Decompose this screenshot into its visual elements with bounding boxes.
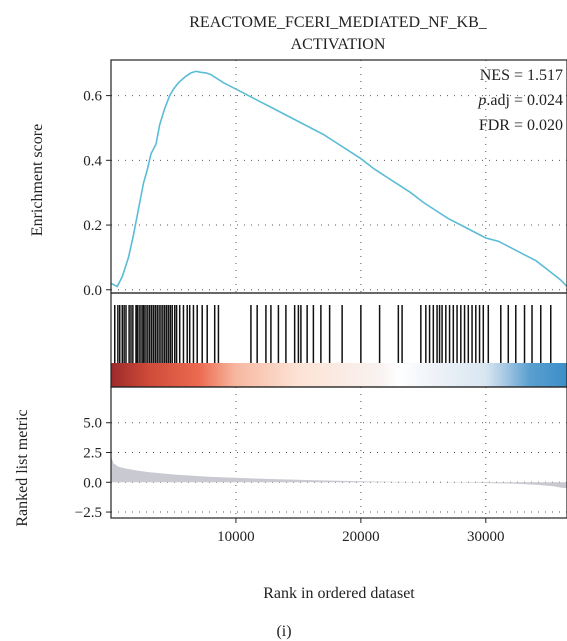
x-axis: 10000 20000 30000 <box>217 518 505 545</box>
enrichment-ytick-label-1: 0.2 <box>83 218 102 234</box>
ranked-frame <box>110 386 567 519</box>
enrichment-ytick-label-2: 0.4 <box>83 153 102 169</box>
ranked-ytick-label-1: 0.0 <box>83 475 102 491</box>
enrichment-y-axis: 0.0 0.2 0.4 0.6 <box>83 89 111 299</box>
x-tick-label-0: 10000 <box>217 529 255 545</box>
ranked-panel: −2.5 0.0 2.5 5.0 10000 20000 30000 Ranked lis… <box>14 386 567 545</box>
rank-color-bar <box>111 363 567 387</box>
stat-nes: NES = 1.517 <box>480 67 563 84</box>
stat-padj-p: p <box>477 92 486 109</box>
figure-caption: (i) <box>276 623 291 640</box>
chart-title-line2: ACTIVATION <box>291 36 386 53</box>
ranked-ylabel: Ranked list metric <box>14 409 31 526</box>
x-tick-label-1: 20000 <box>342 529 380 545</box>
enrichment-ylabel: Enrichment score <box>29 124 46 236</box>
enrichment-ytick-label-3: 0.6 <box>83 89 102 105</box>
x-tick-label-2: 30000 <box>467 529 505 545</box>
hits-panel <box>110 292 567 388</box>
chart-title-line1: REACTOME_FCERI_MEDIATED_NF_KB_ <box>189 14 488 31</box>
x-axis-label: Rank in ordered dataset <box>263 585 415 602</box>
ranked-metric-area <box>111 456 567 489</box>
ranked-ytick-label-0: −2.5 <box>75 505 102 521</box>
gene-hit-lines <box>113 305 552 363</box>
ranked-ytick-label-2: 2.5 <box>83 446 102 462</box>
stat-padj: p.adj = 0.024 <box>477 92 563 109</box>
enrichment-ytick-label-0: 0.0 <box>83 283 102 299</box>
enrichment-curve <box>110 70 567 288</box>
stat-fdr: FDR = 0.020 <box>479 117 563 134</box>
ranked-ytick-label-3: 5.0 <box>83 416 102 432</box>
stat-padj-rest: .adj = 0.024 <box>486 92 563 109</box>
ranked-y-axis: −2.5 0.0 2.5 5.0 <box>75 416 111 521</box>
ranked-grid <box>111 387 567 518</box>
enrichment-panel: 0.0 0.2 0.4 0.6 Enrichment score NES = 1.51… <box>29 59 567 299</box>
